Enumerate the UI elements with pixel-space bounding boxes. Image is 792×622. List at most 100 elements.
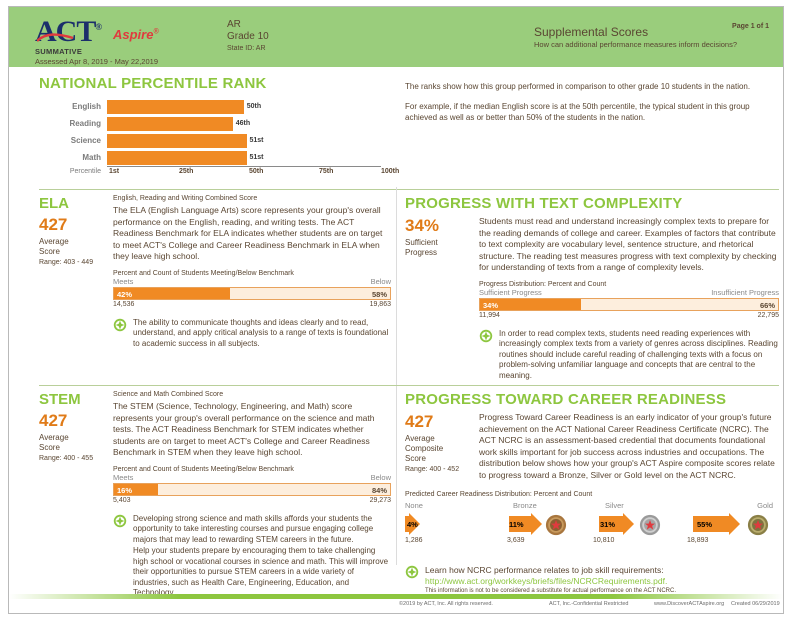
career-arrow-wrap-none: 4%	[405, 512, 497, 536]
ela-right-count: 19,863	[369, 300, 391, 308]
percentile-note-1: The ranks show how this group performed …	[405, 82, 751, 91]
stem-bar-fill	[114, 483, 159, 495]
stem-section: STEM 427 Average Score Range: 400 - 455 …	[39, 391, 391, 599]
stem-dist-caption: Percent and Count of Students Meeting/Be…	[113, 465, 294, 473]
career-count-silver: 10,810	[593, 537, 615, 544]
ela-score-side: ELA 427 Average Score Range: 403 - 449	[39, 195, 107, 266]
text-complexity-left-header: Sufficient Progress	[479, 287, 542, 297]
chart-row-math: Math 51st	[39, 151, 391, 166]
ela-main: English, Reading and Writing Combined Sc…	[113, 195, 391, 349]
stem-right-percent: 84%	[371, 485, 387, 495]
national-percentile-rank-section: NATIONAL PERCENTILE RANK English 50th Re…	[39, 75, 399, 175]
chart-track-english: 50th	[107, 100, 381, 114]
chart-value-math: 51st	[249, 154, 264, 161]
stem-score-label: Average Score	[39, 433, 107, 453]
text-complexity-distribution-bar: 34% 66%	[479, 297, 779, 311]
career-arrow-none	[405, 513, 420, 535]
aspire-reg: ®	[153, 28, 159, 36]
chart-label-math: Math	[82, 153, 101, 162]
report-content: NATIONAL PERCENTILE RANK English 50th Re…	[25, 67, 779, 597]
career-score-label: Average Composite Score	[405, 434, 473, 464]
text-complexity-description: Students must read and understand increa…	[479, 216, 777, 272]
report-title: Supplemental Scores	[534, 25, 649, 39]
ela-bar-fill	[114, 287, 230, 299]
text-complexity-score-side: 34% Sufficient Progress	[405, 216, 473, 258]
career-score-side: 427 Average Composite Score Range: 400 -…	[405, 412, 473, 473]
chart-tick-1st: 1st	[109, 168, 120, 175]
chart-bar-english	[107, 100, 244, 114]
career-count-gold: 18,893	[687, 537, 709, 544]
text-complexity-dist-caption: Progress Distribution: Percent and Count	[479, 280, 607, 288]
career-arrow-wrap-silver: 31%	[581, 512, 673, 536]
ela-tip: The ability to communicate thoughts and …	[113, 318, 391, 350]
chart-track-reading: 46th	[107, 117, 381, 131]
compass-icon	[113, 514, 127, 527]
act-swoosh-icon	[37, 33, 73, 42]
career-distribution: None 4% 1,286 Bronze 11%	[405, 501, 779, 563]
chart-tick-50th: 50th	[249, 168, 264, 175]
ela-score-label-line2: Score	[39, 247, 60, 256]
career-level-gold: Gold 55% 18,893	[675, 501, 779, 544]
footer-copyright: ©2019 by ACT, Inc. All rights reserved.	[399, 601, 493, 607]
text-complexity-score-label: Sufficient Progress	[405, 238, 473, 258]
percentile-bar-chart: English 50th Reading 46th Science	[39, 100, 399, 175]
text-complexity-right-percent: 66%	[759, 300, 775, 310]
career-count-none: 1,286	[405, 537, 423, 544]
career-score-label-line3: Score	[405, 454, 426, 463]
header-entity-info: AR Grade 10 State ID: AR	[227, 19, 269, 55]
chart-row-science: Science 51st	[39, 134, 391, 149]
career-title: PROGRESS TOWARD CAREER READINESS	[405, 391, 727, 408]
text-complexity-left-percent: 34%	[483, 300, 499, 310]
career-count-bronze: 3,639	[507, 537, 525, 544]
career-description: Progress Toward Career Readiness is an e…	[479, 412, 775, 480]
text-complexity-right-count: 22,795	[757, 311, 779, 319]
text-complexity-label-line1: Sufficient	[405, 238, 438, 247]
compass-icon	[479, 329, 493, 342]
divider-middle	[39, 385, 779, 386]
bronze-medal-icon	[545, 514, 567, 536]
chart-bar-math	[107, 151, 247, 165]
stem-counts: 5,403 29,273	[113, 497, 391, 508]
grade-label: Grade 10	[227, 31, 269, 42]
stem-score-label-line2: Score	[39, 443, 60, 452]
career-disclaimer: This information is not to be considered…	[425, 588, 677, 594]
text-complexity-tip-text: In order to read complex texts, students…	[499, 328, 778, 380]
ela-dist-headers: Meets Below	[113, 277, 391, 287]
report-footer: ©2019 by ACT, Inc. All rights reserved. …	[9, 601, 783, 611]
stem-score: 427	[39, 411, 68, 430]
act-logo-tm: ®	[95, 22, 102, 32]
footer-confidential: ACT, Inc.-Confidential Restricted	[549, 601, 629, 607]
ela-score: 427	[39, 215, 68, 234]
assessed-dates: Assessed Apr 8, 2019 - May 22,2019	[35, 57, 158, 66]
chart-label-english: English	[72, 102, 101, 111]
career-level-name-silver: Silver	[605, 501, 624, 510]
career-tip: Learn how NCRC performance relates to jo…	[405, 565, 779, 595]
stem-main: Science and Math Combined Score The STEM…	[113, 391, 391, 599]
chart-axis-label: Percentile	[69, 168, 101, 175]
career-tip-text: Learn how NCRC performance relates to jo…	[425, 565, 664, 575]
percentile-note-2: For example, if the median English score…	[405, 102, 750, 122]
text-complexity-tip: In order to read complex texts, students…	[479, 329, 779, 382]
ncrc-requirements-link[interactable]: http://www.act.org/workkeys/briefs/files…	[425, 575, 668, 586]
ela-section: ELA 427 Average Score Range: 403 - 449 E…	[39, 195, 391, 349]
career-readiness-section: PROGRESS TOWARD CAREER READINESS 427 Ave…	[405, 391, 779, 595]
aspire-text: Aspire	[113, 27, 154, 42]
chart-row-reading: Reading 46th	[39, 117, 391, 132]
aspire-wordmark: Aspire®	[113, 27, 159, 42]
chart-bar-reading	[107, 117, 234, 131]
ela-left-count: 14,536	[113, 300, 135, 308]
text-complexity-score: 34%	[405, 216, 440, 235]
footer-bar	[9, 594, 783, 599]
ela-distribution-bar: 42% 58%	[113, 286, 391, 300]
career-score-range: Range: 400 - 452	[405, 466, 460, 473]
report-sheet: ACT® Aspire® SUMMATIVE Assessed Apr 8, 2…	[8, 6, 784, 614]
chart-tick-100th: 100th	[381, 168, 400, 175]
chart-value-reading: 46th	[235, 120, 251, 127]
ela-right-header: Below	[370, 276, 391, 286]
text-complexity-label-line2: Progress	[405, 248, 438, 257]
ela-score-label-line1: Average	[39, 237, 69, 246]
stem-title: STEM	[39, 391, 81, 408]
gold-medal-icon	[747, 514, 769, 536]
percentile-explanation: The ranks show how this group performed …	[405, 81, 777, 132]
